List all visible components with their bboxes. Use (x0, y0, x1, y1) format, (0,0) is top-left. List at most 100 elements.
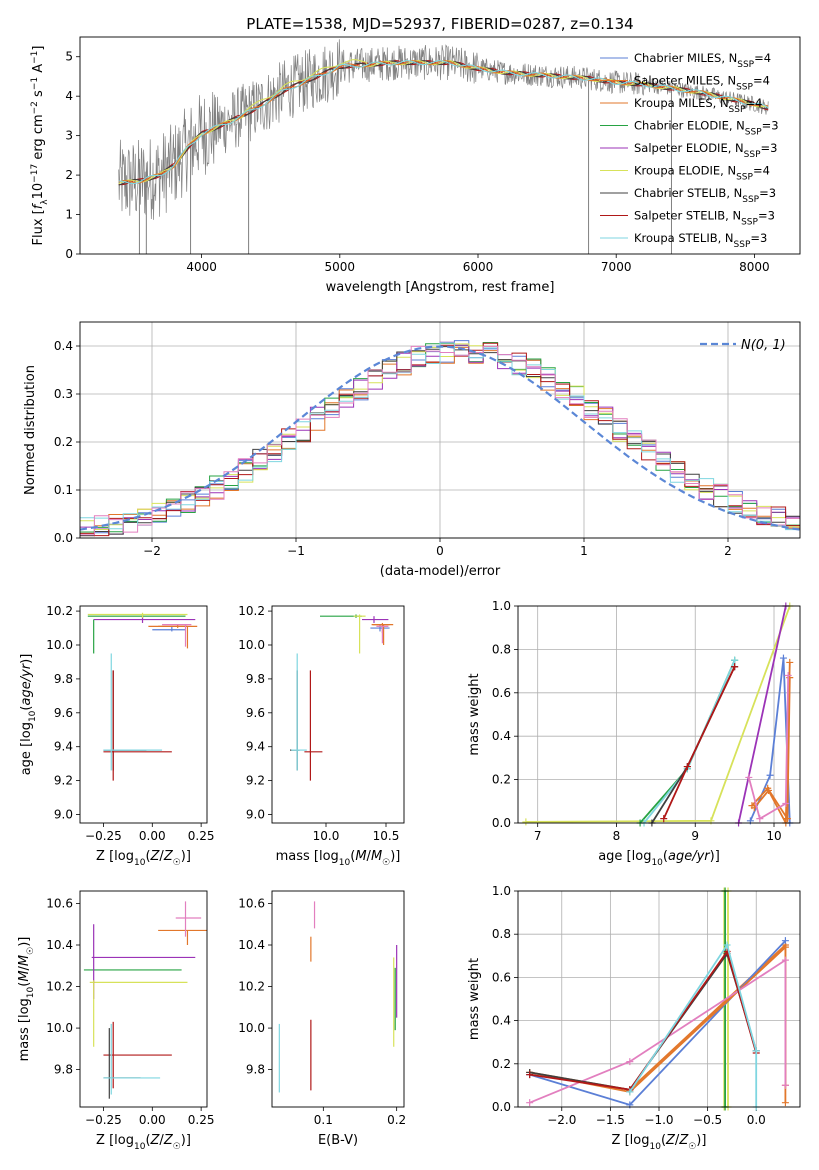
weight_vs_age-ytick-label: 0.4 (492, 729, 511, 743)
weight-point-marker (781, 1081, 789, 1089)
weight-series-line (737, 606, 787, 823)
weight-series-line (529, 949, 758, 1091)
age_vs_mass-ytick-label: 9.2 (246, 774, 265, 788)
weight_vs_Z-ylabel: mass weight (467, 958, 482, 1040)
mass_vs_EBV-ytick-label: 9.8 (246, 1063, 265, 1077)
weight_vs_age-xtick-label: 9 (691, 829, 699, 843)
age_vs_mass-ytick-label: 10.0 (238, 638, 265, 652)
mass_vs_EBV-ytick-label: 10.6 (238, 896, 265, 910)
spectrum-model-line (118, 60, 769, 185)
age_vs_mass-axes: 10.0 10.5 9.0 9.2 9.4 9.6 9.8 10.0 10.2 (238, 604, 399, 843)
age_vs_Z-ytick-label: 9.0 (54, 808, 73, 822)
legend-entry-label: Salpeter MILES, NSSP=4 (634, 74, 770, 93)
residuals-ytick-label: 0.0 (54, 531, 73, 545)
age_vs_Z-ytick-label: 10.0 (46, 638, 73, 652)
weight_vs_age-xlabel: age [log10(age/yr)] (598, 849, 720, 868)
weight-point-marker (731, 663, 739, 671)
weight-point-marker (783, 815, 791, 823)
residuals-xtick-label: −1 (287, 544, 305, 558)
mass_vs_Z-ylabel: mass [log10(M/M☉)] (17, 937, 36, 1062)
spectrum-ytick-label: 2 (65, 168, 73, 182)
legend-entry-label: Kroupa ELODIE, NSSP=4 (634, 164, 770, 183)
weight-point-marker (748, 802, 756, 810)
weight_vs_age-xtick-label: 8 (613, 829, 621, 843)
weight_vs_Z-xtick-label: −2.0 (547, 1113, 576, 1127)
weight_vs_Z-ytick-label: 1.0 (492, 884, 511, 898)
figure-title: PLATE=1538, MJD=52937, FIBERID=0287, z=0… (246, 15, 633, 33)
residuals-ytick-label: 0.3 (54, 387, 73, 401)
weight-point-marker (779, 654, 787, 662)
mass_vs_Z-ytick-label: 9.8 (54, 1063, 73, 1077)
weight-point-marker (731, 656, 739, 664)
weight_vs_age-xtick-label: 7 (534, 829, 542, 843)
mass_vs_Z-frame (79, 890, 208, 1108)
spectrum-ytick-label: 0 (65, 247, 73, 261)
residuals-frame (79, 321, 801, 539)
weight_vs_Z-frame (517, 890, 801, 1108)
legend-entry-label: Salpeter STELIB, NSSP=3 (634, 209, 775, 228)
weight-point-marker (782, 799, 790, 807)
weight-series-line (751, 677, 791, 822)
spectrum-xtick-label: 8000 (739, 260, 770, 274)
legend-entry-label: Chabrier MILES, NSSP=4 (634, 51, 771, 70)
weight_vs_Z-xtick-label: 0.0 (747, 1113, 766, 1127)
residuals-ylabel: Normed distribution (23, 365, 38, 495)
weight_vs_Z-ytick-label: 0.4 (492, 1014, 511, 1028)
residuals-xtick-label: −2 (143, 544, 161, 558)
weight-point-marker (781, 1099, 789, 1107)
age_vs_mass-ytick-label: 9.8 (246, 672, 265, 686)
weight_vs_age-xtick-label: 10 (766, 829, 781, 843)
age_vs_Z-ylabel: age [log10(age/yr)] (19, 654, 38, 776)
spectrum-ytick-label: 4 (65, 89, 73, 103)
mass_vs_Z-ytick-label: 10.0 (46, 1021, 73, 1035)
mass_vs_Z-ytick-label: 10.6 (46, 896, 73, 910)
mass_vs_EBV-ytick-label: 10.2 (238, 980, 265, 994)
mass_vs_Z-xtick-label: −0.25 (85, 1113, 122, 1127)
weight-point-marker (723, 941, 731, 949)
weight_vs_age-frame (517, 605, 801, 824)
mass_vs_EBV-axes: 0.1 0.2 9.8 10.0 10.2 10.4 10.6 (238, 896, 406, 1127)
weight-point-marker (786, 658, 794, 666)
weight-point-marker (745, 773, 753, 781)
spectrum-ytick-label: 5 (65, 50, 73, 64)
residuals-xlabel: (data-model)/error (380, 564, 501, 579)
mass_vs_EBV-xtick-label: 0.1 (314, 1113, 333, 1127)
weight_vs_age-ytick-label: 1.0 (492, 599, 511, 613)
mass_vs_Z-ytick-label: 10.2 (46, 980, 73, 994)
age_vs_Z-axes: −0.25 0.00 0.25 9.0 9.2 9.4 9.6 9.8 10.0 10.2 (46, 604, 214, 843)
weight-point-marker (756, 815, 764, 823)
weight-point-marker (784, 671, 792, 679)
weight_vs_Z-ytick-label: 0.8 (492, 927, 511, 941)
age_vs_mass-xtick-label: 10.5 (373, 829, 400, 843)
weight-series-line (629, 942, 758, 1107)
weight-point-marker (626, 1058, 634, 1066)
mass_vs_Z-xtick-label: 0.00 (139, 1113, 166, 1127)
age_vs_Z-ytick-label: 9.2 (54, 774, 73, 788)
legend-entry-label: Kroupa MILES, NSSP=4 (634, 96, 762, 115)
mass_vs_Z-axes: −0.25 0.00 0.25 9.8 10.0 10.2 10.4 10.6 (46, 896, 214, 1127)
residuals-xtick-label: 0 (436, 544, 444, 558)
residual-step-line (80, 342, 800, 531)
age_vs_mass-ytick-label: 9.6 (246, 706, 265, 720)
weight_vs_Z-xtick-label: −0.5 (693, 1113, 722, 1127)
weight_vs_Z-ytick-label: 0.6 (492, 970, 511, 984)
spectrum-axes: 4000 5000 6000 7000 8000 0 1 2 3 4 5 (65, 50, 769, 274)
spectrum-xtick-label: 5000 (325, 260, 356, 274)
residuals-ytick-label: 0.1 (54, 483, 73, 497)
mass_vs_EBV-ytick-label: 10.0 (238, 1021, 265, 1035)
age_vs_mass-ytick-label: 10.2 (238, 604, 265, 618)
spectrum-data-line (118, 39, 769, 220)
weight-point-marker (781, 956, 789, 964)
spectrum-xlabel: wavelength [Angstrom, rest frame] (326, 280, 555, 295)
mass_vs_EBV-xlabel: E(B-V) (318, 1133, 358, 1148)
weight_vs_age-ytick-label: 0.2 (492, 773, 511, 787)
mass_vs_Z-ytick-label: 10.4 (46, 938, 73, 952)
legend-entry-label: Salpeter ELODIE, NSSP=3 (634, 141, 777, 160)
weight_vs_Z-xtick-label: −1.0 (644, 1113, 673, 1127)
age_vs_Z-xtick-label: −0.25 (85, 829, 122, 843)
weight-point-marker (752, 1047, 760, 1055)
gaussian-curve (80, 345, 800, 531)
spectrum-ytick-label: 3 (65, 129, 73, 143)
spectrum-model-line (118, 59, 769, 185)
